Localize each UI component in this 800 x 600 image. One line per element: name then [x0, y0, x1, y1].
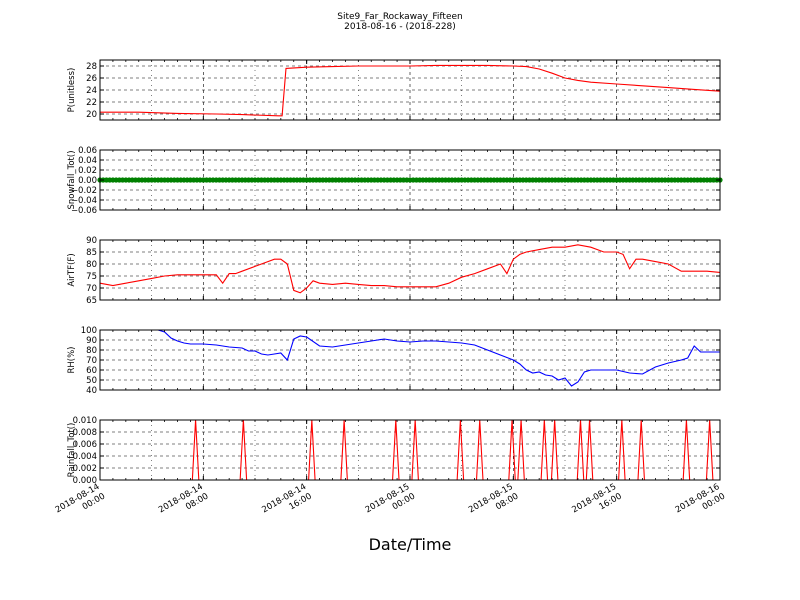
series-line — [157, 329, 720, 387]
y-tick-label: 60 — [86, 366, 97, 376]
y-tick-label: 0.04 — [78, 156, 97, 166]
y-tick-label: 20 — [86, 110, 97, 120]
panel-3: 65 70 75 80 85 90 AirTF(F) — [67, 236, 721, 306]
y-tick-label: 0.002 — [73, 464, 97, 474]
y-tick-label: 50 — [86, 376, 97, 386]
y-tick-label: 80 — [86, 346, 97, 356]
y-tick-label: 100 — [81, 326, 97, 336]
series-line — [99, 244, 721, 294]
panels: 2022242628P(unitless)0.060.040.020.00−0.… — [67, 59, 723, 486]
y-axis-label: AirTF(F) — [67, 253, 77, 286]
y-tick-label: −0.06 — [71, 206, 97, 216]
y-tick-label: 0.006 — [73, 440, 97, 450]
y-tick-label: 90 — [86, 336, 97, 346]
x-axis-label: Date/Time — [369, 535, 452, 554]
y-axis-label: P(unitless) — [67, 68, 77, 113]
y-tick-label: 0.00 — [78, 176, 97, 186]
y-tick-label: 0.000 — [73, 476, 97, 486]
y-tick-label: 85 — [86, 248, 97, 258]
y-tick-label: 0.06 — [78, 146, 97, 156]
y-axis-label: Rainfall_Tot() — [67, 423, 77, 478]
y-tick-label: 0.008 — [73, 428, 97, 438]
y-tick-label: 70 — [86, 356, 97, 366]
series-line — [100, 64, 721, 117]
y-tick-label: 75 — [86, 272, 97, 282]
figure-subtitle: 2018-08-16 - (2018-228) — [344, 22, 456, 32]
panel-1: 20 22 24 26 28 P(unitless) — [67, 59, 721, 121]
y-tick-label: 0.004 — [73, 452, 97, 462]
panel-5: 0.000 0.002 0.004 0.006 0.008 0.010Rainfall_T… — [67, 416, 721, 486]
series-points — [97, 177, 723, 183]
y-tick-label: 28 — [86, 62, 97, 72]
y-tick-label: −0.02 — [71, 186, 97, 196]
y-tick-label: 0.010 — [73, 416, 97, 426]
y-tick-label: 26 — [86, 74, 97, 84]
y-tick-label: 80 — [86, 260, 97, 270]
grid — [99, 329, 721, 391]
y-tick-label: 90 — [86, 236, 97, 246]
figure-title: Site9_Far_Rockaway_Fifteen — [337, 12, 463, 22]
y-tick-label: 24 — [86, 86, 97, 96]
y-axis-label: RH(%) — [67, 346, 77, 373]
grid — [99, 239, 721, 301]
y-tick-label: 0.02 — [78, 166, 97, 176]
panel-2: 0.060.040.020.00−0.02−0.04−0.06Snowfall_… — [67, 146, 723, 216]
y-tick-label: 65 — [86, 296, 97, 306]
grid — [99, 60, 721, 120]
y-tick-label: 22 — [86, 98, 97, 108]
y-tick-label: 40 — [86, 386, 97, 396]
y-axis-label: Snowfall_Tot() — [67, 150, 77, 209]
y-tick-label: 70 — [86, 284, 97, 294]
y-tick-label: −0.04 — [71, 196, 97, 206]
